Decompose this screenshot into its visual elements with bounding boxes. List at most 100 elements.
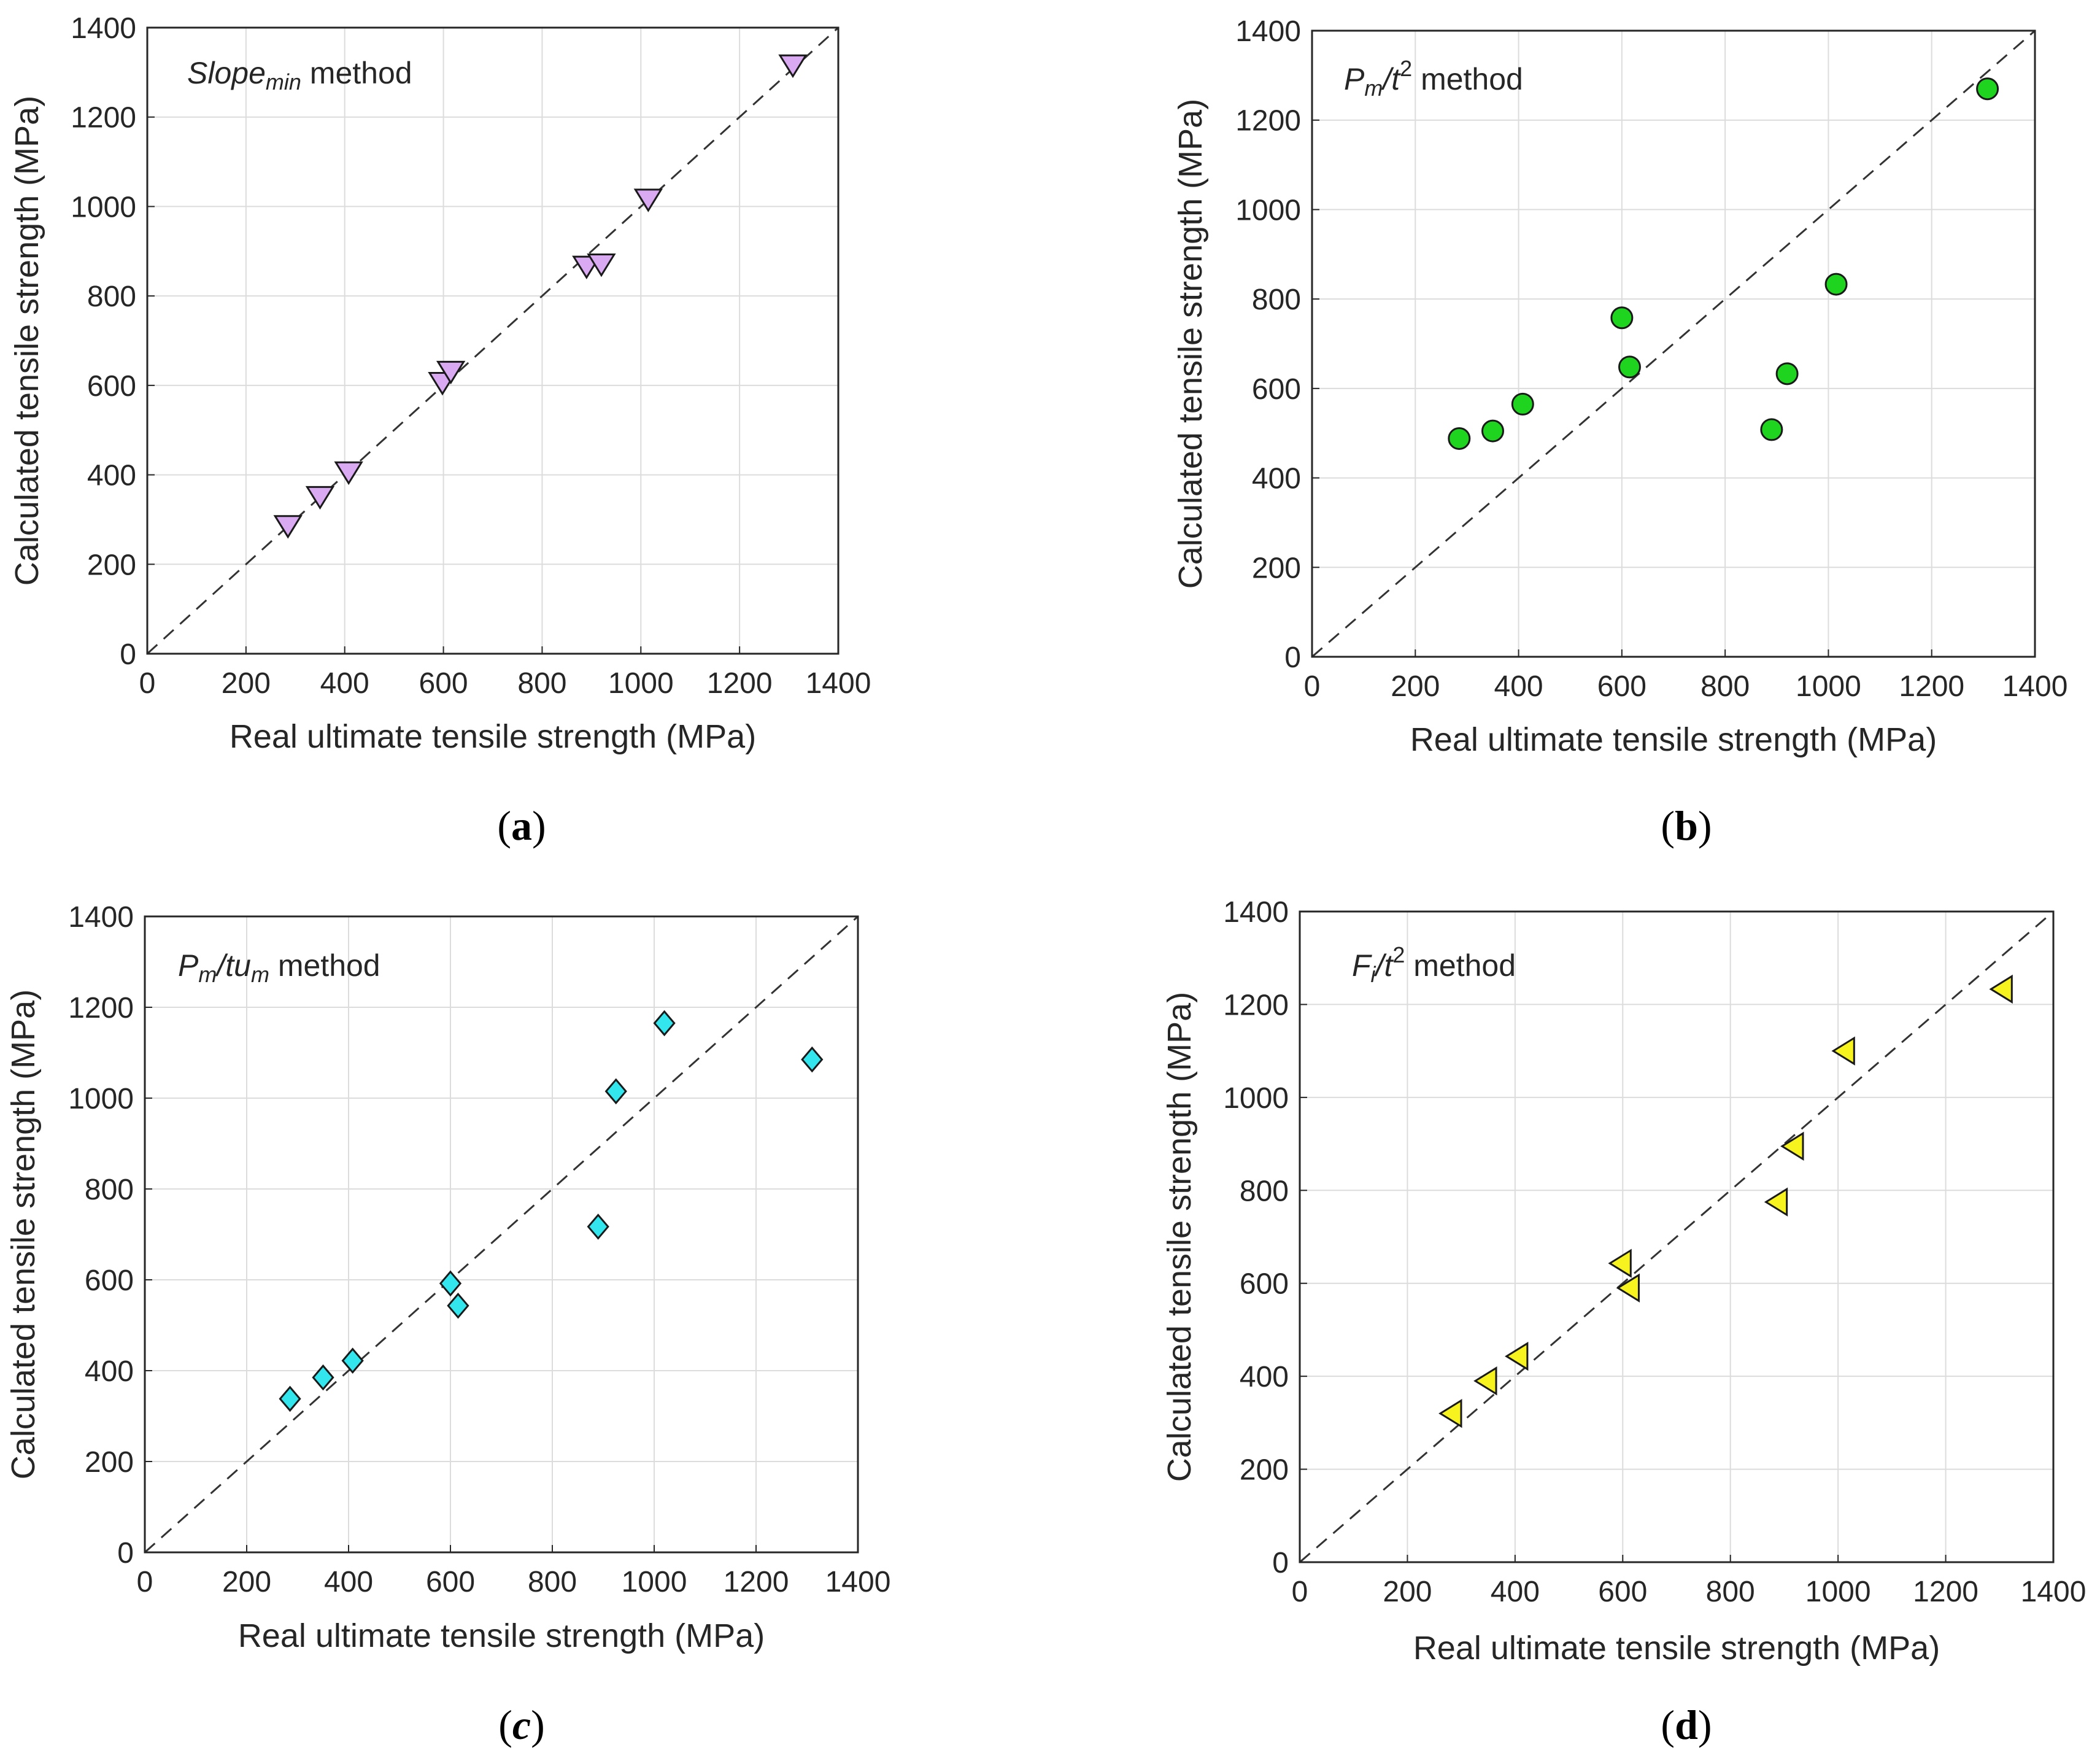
- y-axis-label-d: Calculated tensile strength (MPa): [1161, 992, 1198, 1482]
- y-tick-labels-d: 0 200 400 600 800 1000 1200 1400: [1223, 896, 1307, 1579]
- panel-a: 0 200 400 600 800 1000 1200 1400 0 200 400 600 800 1…: [9, 12, 871, 849]
- data-points-a: [273, 54, 808, 539]
- x-tick-label: 1400: [806, 667, 871, 700]
- x-axis-label-d: Real ultimate tensile strength (MPa): [1413, 1630, 1940, 1667]
- x-tick-labels-b: 0 200 400 600 800 1000 1200 1400: [1304, 649, 2068, 703]
- y-tick-label: 1000: [1223, 1082, 1289, 1115]
- data-point-d-6: [1764, 1187, 1788, 1217]
- data-point-a-5: [436, 360, 466, 385]
- y-tick-labels-b: 0 200 400 600 800 1000 1200 1400: [1235, 15, 1319, 674]
- data-point-b-5: [1618, 355, 1641, 379]
- data-point-b-9: [1976, 77, 1999, 101]
- y-tick-labels-a: 0 200 400 600 800 1000 1200 1400: [71, 12, 155, 671]
- data-point-c-2: [312, 1364, 334, 1391]
- x-tick-label: 800: [528, 1566, 577, 1598]
- x-tick-label: 1400: [2002, 670, 2068, 703]
- y-tick-label: 1400: [68, 901, 134, 934]
- y-tick-label: 400: [85, 1355, 134, 1388]
- data-point-c-1: [279, 1385, 301, 1412]
- data-point-a-1: [273, 515, 303, 539]
- data-point-c-9: [801, 1046, 824, 1073]
- y-tick-label: 400: [1240, 1361, 1289, 1393]
- data-point-d-8: [1831, 1036, 1855, 1066]
- y-tick-label: 0: [1272, 1547, 1289, 1579]
- data-point-b-7: [1775, 362, 1799, 385]
- x-tick-label: 1000: [622, 1566, 687, 1598]
- y-tick-label: 1200: [1235, 105, 1301, 137]
- y-tick-label: 1200: [68, 992, 134, 1024]
- y-tick-label: 800: [1252, 284, 1301, 316]
- x-tick-label: 0: [139, 667, 156, 700]
- x-tick-label: 1400: [825, 1566, 891, 1598]
- y-tick-label: 200: [1252, 552, 1301, 584]
- x-axis-label-b: Real ultimate tensile strength (MPa): [1410, 721, 1937, 758]
- x-tick-label: 1200: [724, 1566, 789, 1598]
- x-tick-label: 800: [1700, 670, 1750, 703]
- data-point-c-5: [447, 1292, 469, 1319]
- x-tick-label: 200: [222, 667, 271, 700]
- x-tick-label: 200: [1391, 670, 1440, 703]
- data-point-b-8: [1824, 273, 1848, 296]
- data-point-a-2: [305, 486, 335, 510]
- data-points-b: [1448, 77, 1999, 450]
- x-tick-label: 400: [324, 1566, 373, 1598]
- diagonal-reference-line-a: [146, 26, 840, 655]
- method-annotation-c: Pm/tum method: [178, 948, 380, 987]
- method-annotation-b: Pm/t2 method: [1344, 56, 1523, 101]
- x-tick-label: 600: [1598, 1576, 1647, 1608]
- y-tick-label: 0: [1284, 641, 1301, 674]
- diagonal-reference-line-c: [144, 915, 859, 1554]
- y-tick-label: 200: [85, 1446, 134, 1479]
- y-tick-label: 1400: [1235, 15, 1301, 48]
- caption-a: (a): [497, 802, 546, 849]
- plot-frame-c: [144, 915, 859, 1554]
- plot-frame-b: [1311, 29, 2036, 658]
- data-point-b-2: [1481, 419, 1504, 443]
- y-tick-label: 1000: [1235, 194, 1301, 226]
- panel-c: 0 200 400 600 800 1000 1200 1400 0 200 400 600 800 1…: [5, 901, 890, 1748]
- data-point-d-9: [1989, 974, 2013, 1004]
- y-tick-label: 0: [117, 1537, 134, 1570]
- x-axis-label-a: Real ultimate tensile strength (MPa): [230, 718, 756, 755]
- x-tick-label: 800: [517, 667, 566, 700]
- y-axis-label-b: Calculated tensile strength (MPa): [1172, 99, 1209, 589]
- panel-b: 0 200 400 600 800 1000 1200 1400 0 200 400 600 800 1…: [1172, 15, 2067, 849]
- data-point-d-4: [1608, 1249, 1632, 1278]
- y-tick-label: 1200: [71, 102, 136, 134]
- y-tick-label: 1400: [71, 12, 136, 45]
- data-point-d-5: [1616, 1273, 1640, 1303]
- data-point-a-7: [587, 253, 616, 277]
- data-point-a-3: [334, 461, 363, 486]
- x-tick-label: 200: [1383, 1576, 1432, 1608]
- data-point-d-1: [1438, 1399, 1462, 1428]
- data-point-d-2: [1473, 1366, 1497, 1396]
- y-axis-label-c: Calculated tensile strength (MPa): [5, 989, 42, 1479]
- plot-frame-a: [146, 26, 840, 655]
- data-point-b-6: [1760, 418, 1783, 441]
- y-axis-label-a: Calculated tensile strength (MPa): [9, 96, 45, 586]
- x-tick-label: 800: [1706, 1576, 1755, 1608]
- x-tick-label: 1000: [1805, 1576, 1871, 1608]
- x-tick-label: 200: [222, 1566, 271, 1598]
- x-tick-label: 1200: [1899, 670, 1964, 703]
- y-tick-label: 1000: [71, 191, 136, 223]
- y-tick-label: 800: [87, 281, 136, 313]
- y-tick-label: 200: [1240, 1454, 1289, 1487]
- x-tick-label: 1000: [1796, 670, 1861, 703]
- x-tick-labels-c: 0 200 400 600 800 1000 1200 1400: [137, 1545, 891, 1598]
- plot-frame-d: [1299, 910, 2055, 1563]
- panel-d: 0 200 400 600 800 1000 1200 1400 0 200 400 600 800 1…: [1161, 896, 2086, 1748]
- x-tick-label: 400: [320, 667, 369, 700]
- method-annotation-d: Fi/t2 method: [1352, 942, 1516, 987]
- y-tick-label: 800: [1240, 1175, 1289, 1207]
- y-tick-label: 400: [87, 460, 136, 492]
- x-tick-label: 600: [1597, 670, 1646, 703]
- method-annotation-a: Slopemin method: [187, 56, 412, 95]
- y-tick-label: 1000: [68, 1083, 134, 1115]
- x-tick-label: 600: [419, 667, 468, 700]
- caption-b: (b): [1661, 802, 1712, 849]
- x-tick-label: 1200: [707, 667, 773, 700]
- data-point-b-1: [1448, 427, 1471, 450]
- x-tick-label: 1400: [2021, 1576, 2086, 1608]
